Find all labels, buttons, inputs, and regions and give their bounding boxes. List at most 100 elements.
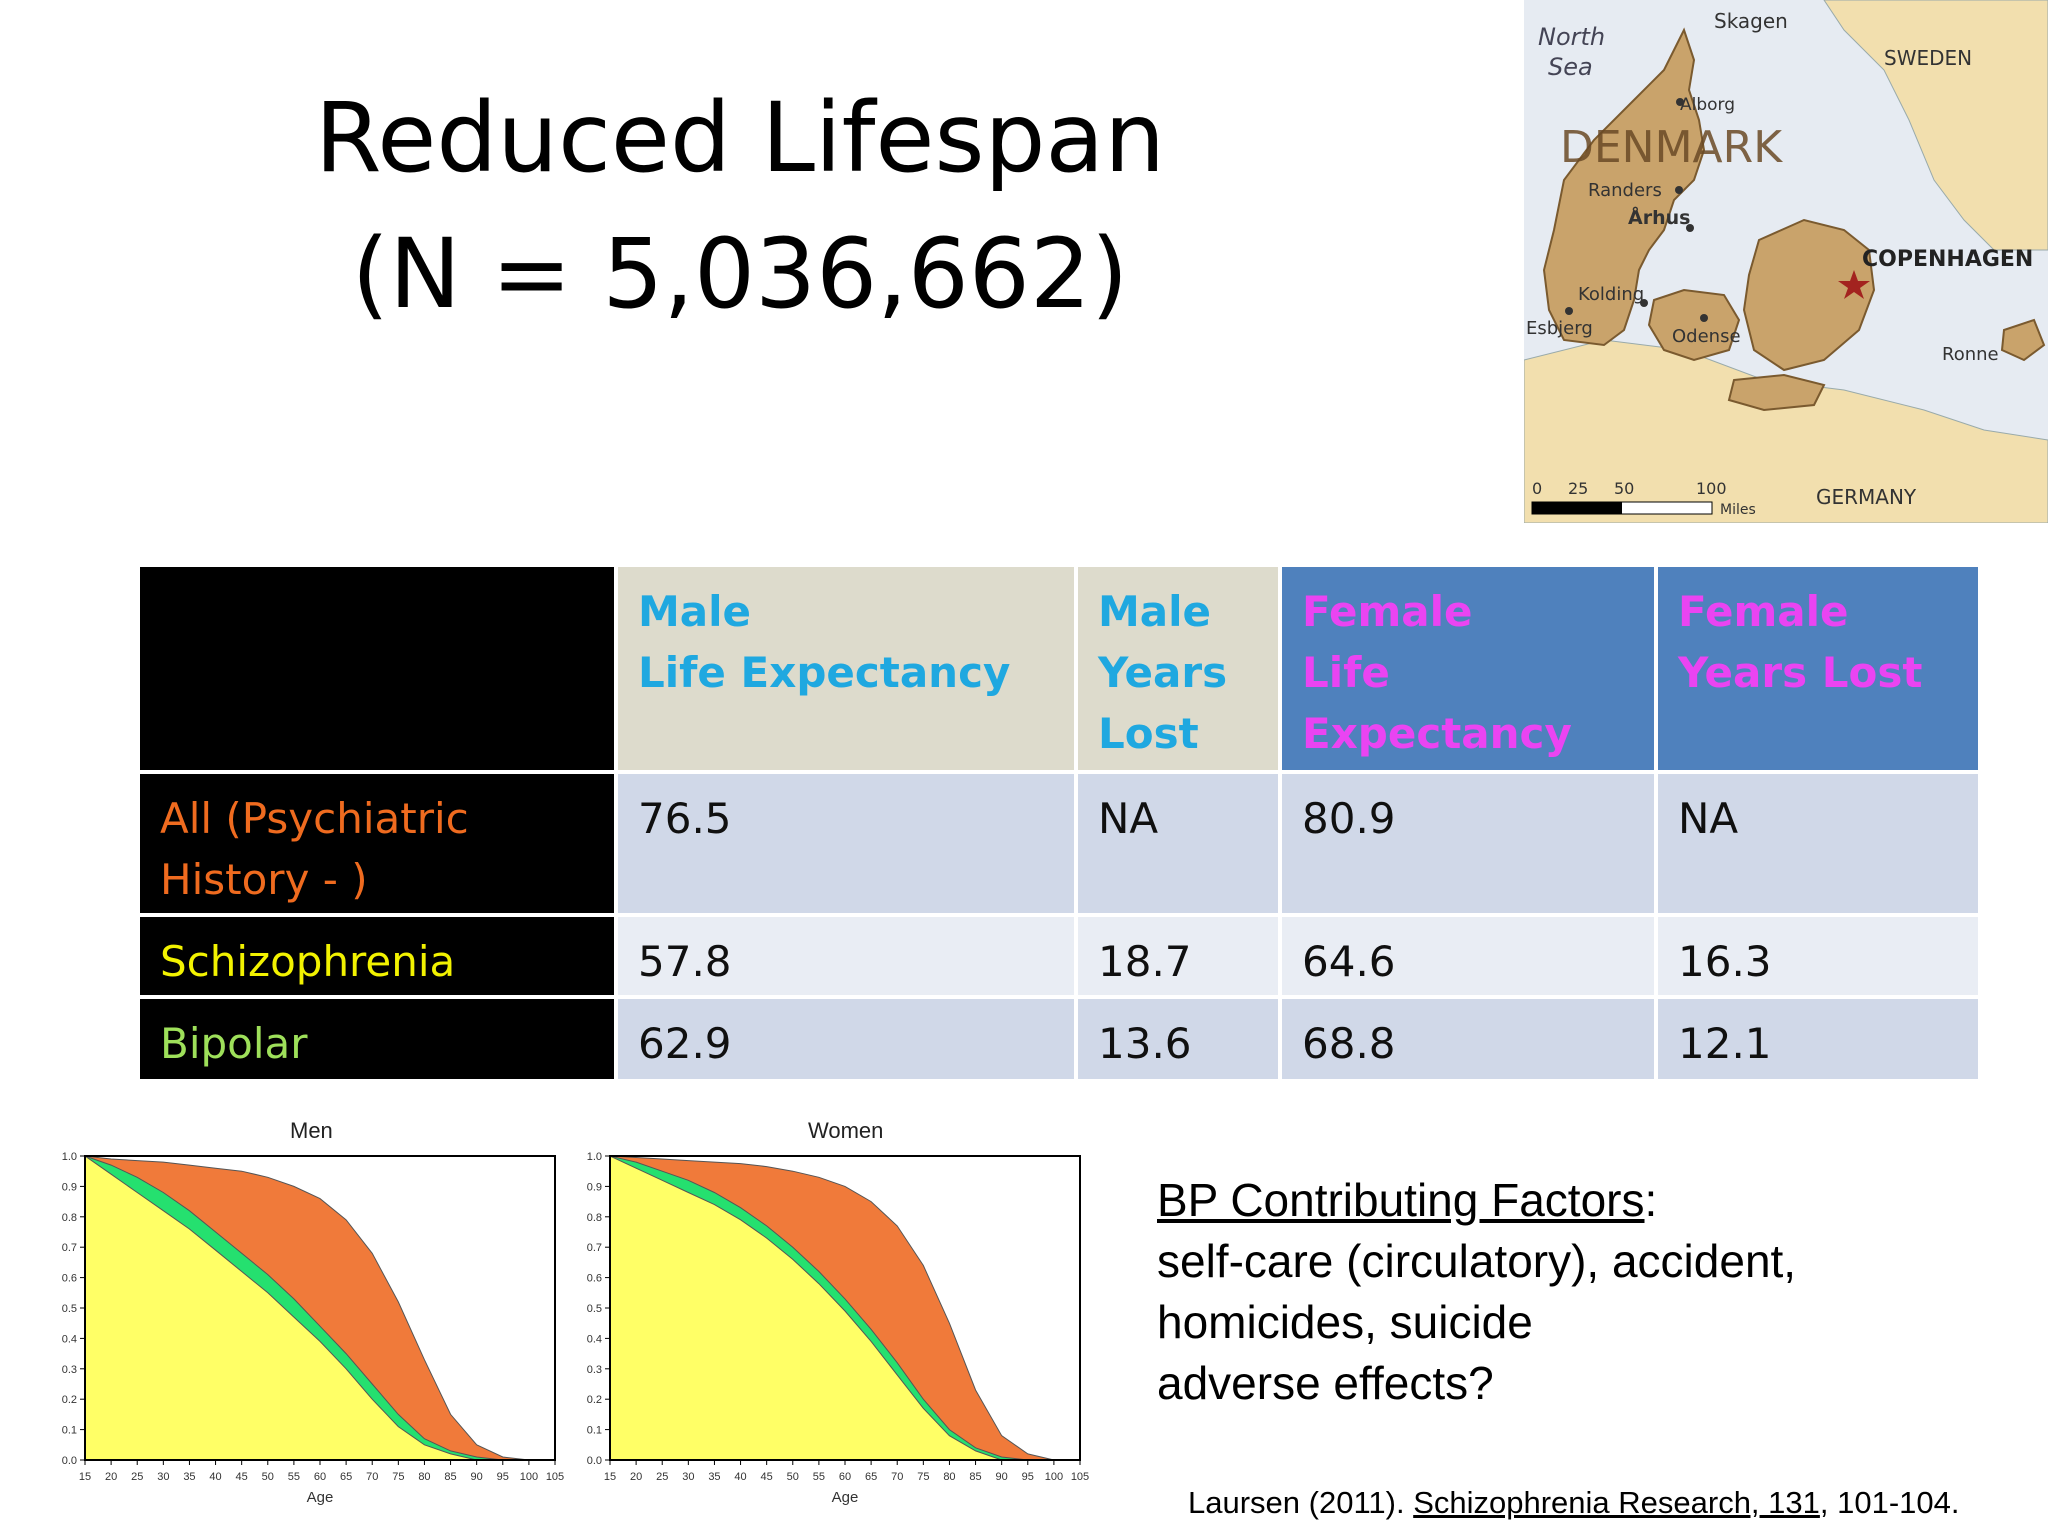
factors-line-1: self-care (circulatory), accident, xyxy=(1157,1235,1797,1287)
x-tick-label: 75 xyxy=(392,1471,404,1483)
x-tick-label: 60 xyxy=(839,1471,851,1483)
x-tick-label: 75 xyxy=(917,1471,929,1483)
y-tick-label: 0.3 xyxy=(587,1364,602,1376)
y-tick-label: 1.0 xyxy=(62,1151,77,1163)
cell-female-yl: NA xyxy=(1654,770,1982,917)
x-tick-label: 35 xyxy=(708,1471,720,1483)
x-tick-label: 80 xyxy=(943,1471,955,1483)
y-tick-label: 0.7 xyxy=(62,1242,77,1254)
x-tick-label: 30 xyxy=(157,1471,169,1483)
x-tick-label: 20 xyxy=(630,1471,642,1483)
x-tick-label: 65 xyxy=(340,1471,352,1483)
x-tick-label: 80 xyxy=(418,1471,430,1483)
y-tick-label: 0.1 xyxy=(62,1425,77,1437)
map-label-arhus: Århus xyxy=(1628,205,1690,229)
map-label-esbjerg: Esbjerg xyxy=(1526,318,1593,339)
map-label-denmark: DENMARK xyxy=(1560,122,1783,173)
citation-prefix: Laursen (2011). xyxy=(1188,1485,1414,1520)
x-tick-label: 60 xyxy=(314,1471,326,1483)
factors-heading: BP Contributing Factors xyxy=(1157,1174,1645,1226)
y-tick-label: 0.9 xyxy=(587,1181,602,1193)
header-female-years-lost: Female Years Lost xyxy=(1654,563,1982,774)
header-male-life-expectancy: Male Life Expectancy xyxy=(614,563,1078,774)
x-tick-label: 70 xyxy=(891,1471,903,1483)
cell-male-le: 62.9 xyxy=(614,995,1078,1083)
x-tick-label: 50 xyxy=(262,1471,274,1483)
x-tick-label: 15 xyxy=(604,1471,616,1483)
y-tick-label: 0.5 xyxy=(587,1303,602,1315)
cell-male-yl: 13.6 xyxy=(1074,995,1282,1083)
map-scale-50: 50 xyxy=(1614,479,1634,498)
denmark-map: North Sea Skagen SWEDEN Alborg DENMARK R… xyxy=(1524,0,2048,523)
y-tick-label: 0.8 xyxy=(587,1212,602,1224)
y-tick-label: 0.4 xyxy=(62,1333,77,1345)
slide-title-line1: Reduced Lifespan xyxy=(314,82,1166,194)
table-row: Bipolar 62.9 13.6 68.8 12.1 xyxy=(136,995,1982,1083)
map-label-sea: Sea xyxy=(1548,53,1593,81)
x-tick-label: 85 xyxy=(969,1471,981,1483)
x-axis-label: Age xyxy=(832,1489,859,1506)
cell-male-le: 76.5 xyxy=(614,770,1078,917)
x-tick-label: 100 xyxy=(1045,1471,1063,1483)
map-scale-miles: Miles xyxy=(1720,502,1756,518)
header-male-years-lost: Male Years Lost xyxy=(1074,563,1282,774)
x-tick-label: 105 xyxy=(1071,1471,1089,1483)
x-tick-label: 65 xyxy=(865,1471,877,1483)
x-tick-label: 15 xyxy=(79,1471,91,1483)
factors-line-3: adverse effects? xyxy=(1157,1357,1494,1409)
chart-men-title: Men xyxy=(290,1118,333,1143)
y-tick-label: 0.7 xyxy=(587,1242,602,1254)
y-tick-label: 0.4 xyxy=(587,1333,602,1345)
y-tick-label: 0.8 xyxy=(62,1212,77,1224)
x-tick-label: 35 xyxy=(183,1471,195,1483)
row-label-schizophrenia: Schizophrenia xyxy=(136,913,618,999)
x-tick-label: 90 xyxy=(471,1471,483,1483)
factors-line-2: homicides, suicide xyxy=(1157,1296,1533,1348)
map-label-odense: Odense xyxy=(1672,326,1741,347)
cell-male-le: 57.8 xyxy=(614,913,1078,999)
header-female-life-expectancy: Female Life Expectancy xyxy=(1278,563,1658,774)
x-tick-label: 85 xyxy=(444,1471,456,1483)
row-label-all: All (Psychiatric History - ) xyxy=(136,770,618,917)
y-tick-label: 0.5 xyxy=(62,1303,77,1315)
cell-female-le: 80.9 xyxy=(1278,770,1658,917)
x-tick-label: 90 xyxy=(996,1471,1008,1483)
map-label-copenhagen: COPENHAGEN xyxy=(1862,247,2033,272)
citation-suffix: , 101-104. xyxy=(1819,1485,1960,1520)
x-tick-label: 40 xyxy=(209,1471,221,1483)
chart-women-title: Women xyxy=(808,1118,884,1143)
x-axis-label: Age xyxy=(307,1489,334,1506)
factors-colon: : xyxy=(1644,1174,1658,1226)
x-tick-label: 105 xyxy=(546,1471,564,1483)
citation-journal: Schizophrenia Research, 131 xyxy=(1413,1485,1820,1520)
chart-men: 0.0 0.1 0.2 0.3 0.4 0.5 0.6 0.7 0.8 0.9 1.0 15 20 25 3… xyxy=(62,1151,564,1506)
table-corner-cell xyxy=(136,563,618,774)
map-label-sweden: SWEDEN xyxy=(1884,46,1972,70)
x-tick-label: 40 xyxy=(734,1471,746,1483)
map-label-ronne: Ronne xyxy=(1942,344,1999,365)
map-scale-0: 0 xyxy=(1532,479,1542,498)
y-tick-label: 0.3 xyxy=(62,1364,77,1376)
x-tick-label: 25 xyxy=(656,1471,668,1483)
map-label-north: North xyxy=(1538,23,1605,51)
citation: Laursen (2011). Schizophrenia Research, … xyxy=(1188,1485,1960,1521)
map-label-germany: GERMANY xyxy=(1816,485,1917,509)
x-tick-label: 95 xyxy=(1022,1471,1034,1483)
y-tick-label: 0.2 xyxy=(62,1394,77,1406)
bp-contributing-factors: BP Contributing Factors: self-care (circ… xyxy=(1157,1170,1796,1414)
table-header-row: Male Life Expectancy Male Years Lost Fem… xyxy=(136,563,1982,774)
y-tick-label: 1.0 xyxy=(587,1151,602,1163)
x-tick-label: 50 xyxy=(787,1471,799,1483)
y-tick-label: 0.6 xyxy=(587,1273,602,1285)
denmark-map-graphic: North Sea Skagen SWEDEN Alborg DENMARK R… xyxy=(1524,0,2048,523)
cell-female-le: 64.6 xyxy=(1278,913,1658,999)
table-row: Schizophrenia 57.8 18.7 64.6 16.3 xyxy=(136,913,1982,999)
table-row: All (Psychiatric History - ) 76.5 NA 80.… xyxy=(136,770,1982,917)
life-expectancy-table: Male Life Expectancy Male Years Lost Fem… xyxy=(136,563,1982,1083)
y-tick-label: 0.9 xyxy=(62,1181,77,1193)
y-tick-label: 0.6 xyxy=(62,1273,77,1285)
x-tick-label: 20 xyxy=(105,1471,117,1483)
map-label-aalborg: Alborg xyxy=(1680,95,1735,115)
map-label-kolding: Kolding xyxy=(1578,284,1644,305)
cell-female-yl: 12.1 xyxy=(1654,995,1982,1083)
